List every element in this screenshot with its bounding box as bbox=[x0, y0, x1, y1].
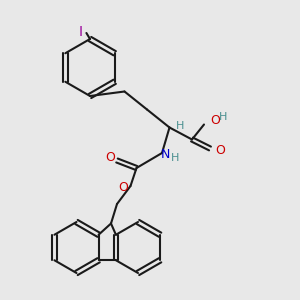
Text: I: I bbox=[79, 25, 83, 38]
Text: H: H bbox=[176, 121, 184, 131]
Text: N: N bbox=[161, 148, 170, 161]
Text: H: H bbox=[170, 153, 179, 164]
Text: H: H bbox=[218, 112, 227, 122]
Text: O: O bbox=[211, 114, 220, 128]
Text: O: O bbox=[118, 181, 128, 194]
Text: O: O bbox=[215, 144, 225, 158]
Text: O: O bbox=[106, 151, 115, 164]
